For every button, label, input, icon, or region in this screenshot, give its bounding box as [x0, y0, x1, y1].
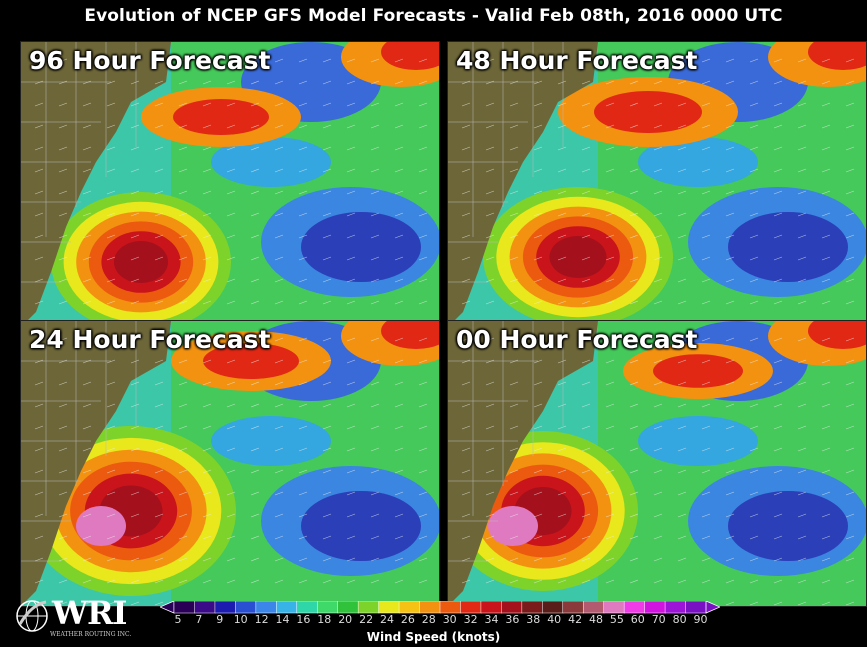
colorbar-tick-label: 7 [195, 613, 203, 626]
colorbar-swatch [398, 601, 421, 614]
colorbar-swatch [623, 601, 646, 614]
colorbar-swatch [337, 601, 359, 614]
colorbar-tick-label: 55 [609, 613, 624, 626]
colorbar-tick-label: 90 [693, 613, 708, 626]
figure-title: Evolution of NCEP GFS Model Forecasts - … [84, 6, 783, 26]
logo-text: WRI [52, 594, 127, 632]
colorbar-swatch [378, 601, 400, 614]
colorbar-swatch [235, 601, 257, 614]
colorbar-tick-label: 20 [338, 613, 353, 626]
colorbar-tick-label: 22 [359, 613, 374, 626]
colorbar-tick-label: 28 [421, 613, 436, 626]
colorbar-swatch [255, 601, 278, 614]
panel-96-hour: 96 Hour Forecast [20, 41, 440, 328]
colorbar-tick-label: 34 [484, 613, 499, 626]
colorbar-tick-label: 18 [317, 613, 332, 626]
colorbar-tick-label: 9 [216, 613, 224, 626]
colorbar-swatch [542, 601, 564, 614]
colorbar-swatch [194, 601, 216, 614]
panel-label: 48 Hour Forecast [456, 46, 698, 75]
colorbar-title: Wind Speed (knots) [366, 630, 501, 644]
colorbar-swatch [562, 601, 584, 614]
colorbar-swatch [214, 601, 237, 614]
colorbar-swatch [480, 601, 503, 614]
colorbar-tick-label: 12 [254, 613, 269, 626]
colorbar-swatch [582, 601, 605, 614]
colorbar-max-arrow [705, 601, 720, 614]
panel-label: 96 Hour Forecast [29, 46, 271, 75]
colorbar-tick-label: 80 [672, 613, 687, 626]
colorbar-tick-label: 70 [651, 613, 666, 626]
colorbar-tick-label: 14 [275, 613, 290, 626]
colorbar-min-arrow [160, 601, 175, 614]
wind-map [21, 42, 439, 327]
colorbar-tick-label: 24 [380, 613, 394, 626]
panel-24-hour: 24 Hour Forecast [20, 320, 440, 607]
colorbar-tick-label: 42 [568, 613, 583, 626]
logo-subtitle: WEATHER ROUTING INC. [50, 631, 132, 638]
panel-label: 24 Hour Forecast [29, 325, 271, 354]
colorbar-swatch [296, 601, 318, 614]
colorbar-swatch [664, 601, 687, 614]
colorbar-swatch [521, 601, 544, 614]
colorbar-swatch [276, 601, 298, 614]
wind-map [448, 321, 866, 606]
colorbar-tick-label: 48 [589, 613, 603, 626]
colorbar-tick-label: 32 [463, 613, 478, 626]
colorbar-tick-label: 38 [526, 613, 541, 626]
colorbar-swatch [460, 601, 482, 614]
colorbar-tick-label: 26 [400, 613, 415, 626]
colorbar-swatch [357, 601, 380, 614]
colorbar-swatch [173, 601, 196, 614]
colorbar-tick-label: 30 [442, 613, 457, 626]
colorbar-swatch [316, 601, 339, 614]
colorbar-swatch [685, 601, 707, 614]
globe-icon [16, 600, 48, 632]
panel-48-hour: 48 Hour Forecast [447, 41, 867, 328]
colorbar-swatch [603, 601, 625, 614]
colorbar-swatch [644, 601, 666, 614]
colorbar-tick-label: 40 [547, 613, 562, 626]
colorbar-tick-label: 36 [505, 613, 520, 626]
colorbar-swatch [501, 601, 523, 614]
wind-map [448, 42, 866, 327]
wri-logo: WRI WEATHER ROUTING INC. [14, 594, 144, 644]
colorbar-swatch [439, 601, 462, 614]
wind-speed-colorbar [160, 601, 720, 614]
wind-map [21, 321, 439, 606]
panel-00-hour: 00 Hour Forecast [447, 320, 867, 607]
colorbar-tick-label: 60 [630, 613, 645, 626]
colorbar-ticks: 5 7 9 10 12 14 16 18 20 22 24 26 28 30 32 34 36 38 40 42 48 5… [173, 613, 713, 627]
colorbar-tick-label: 16 [296, 613, 311, 626]
panel-label: 00 Hour Forecast [456, 325, 698, 354]
colorbar-tick-label: 10 [233, 613, 248, 626]
colorbar-tick-label: 5 [174, 613, 182, 626]
colorbar-swatch [419, 601, 441, 614]
